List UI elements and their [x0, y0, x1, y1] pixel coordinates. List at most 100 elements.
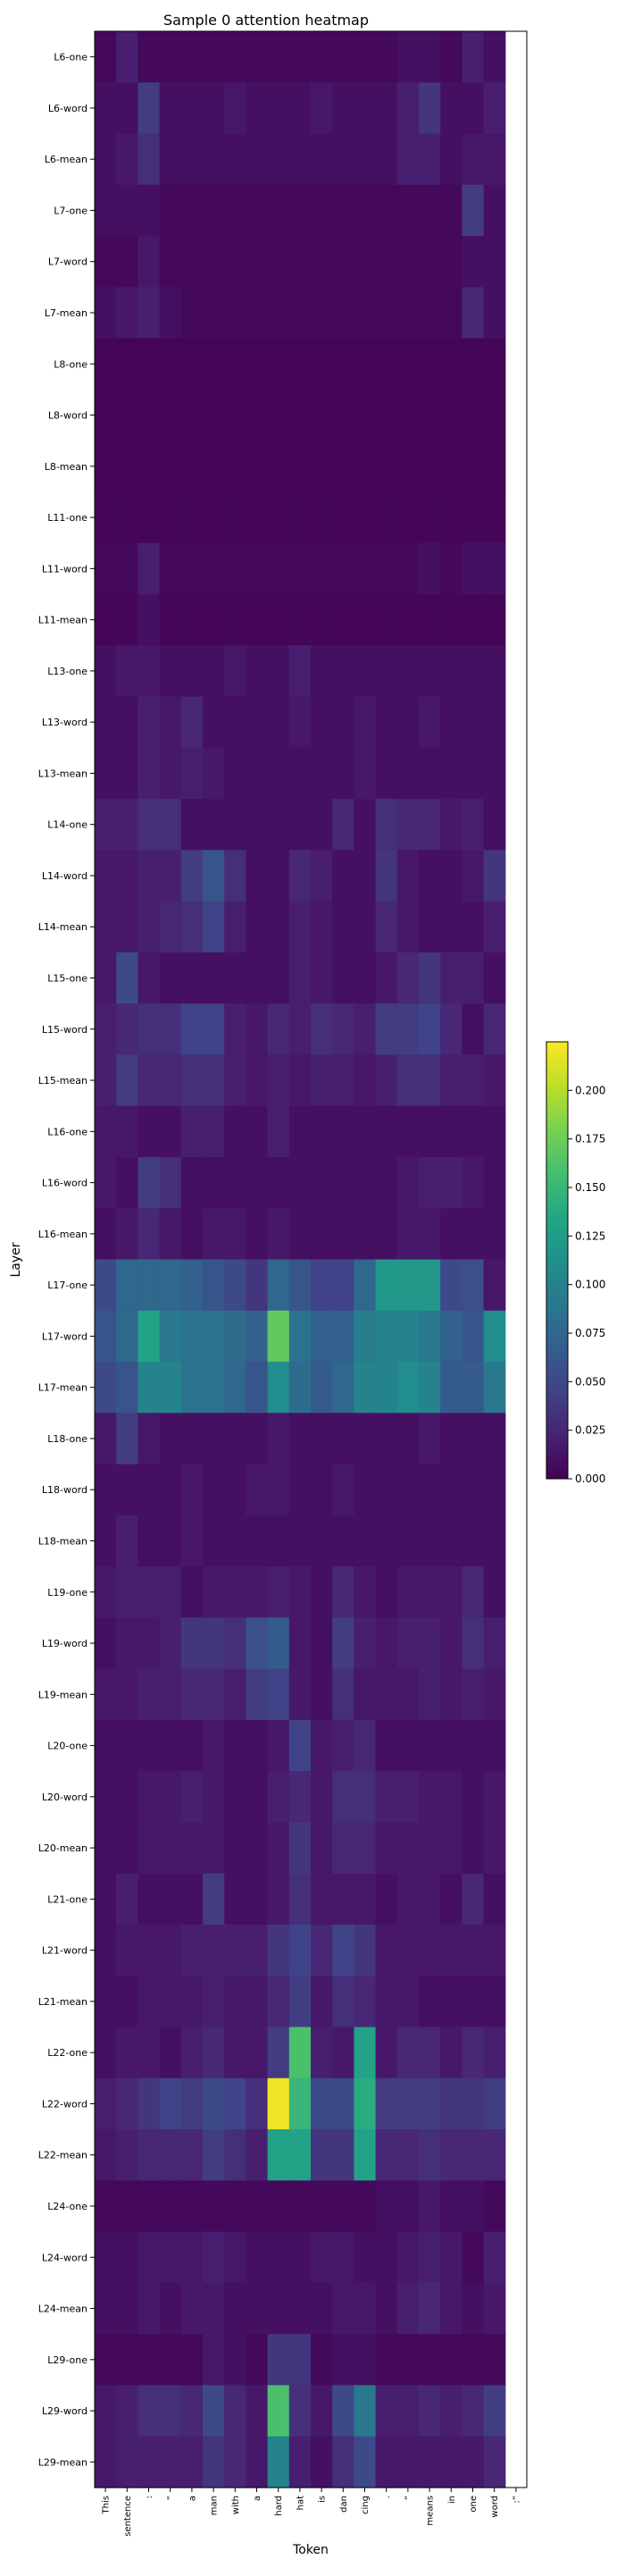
heatmap-cell: [396, 542, 420, 595]
heatmap-cell: [224, 593, 246, 646]
heatmap-cell: [396, 696, 420, 749]
heatmap-cell: [332, 2282, 354, 2335]
heatmap-cell: [396, 1668, 420, 1721]
heatmap-cell: [462, 491, 485, 544]
heatmap-cell: [246, 696, 269, 749]
heatmap-cell: [138, 1515, 161, 1567]
heatmap-cell: [246, 287, 269, 340]
heatmap-cell: [224, 2282, 246, 2335]
heatmap-cell: [246, 2077, 269, 2130]
heatmap-cell: [419, 1566, 441, 1618]
heatmap-cell: [288, 1464, 312, 1516]
heatmap-cell: [375, 1156, 398, 1209]
heatmap-cell: [375, 236, 398, 288]
heatmap-cell: [288, 2282, 312, 2335]
plot-frame: [94, 30, 528, 2488]
heatmap-cell: [116, 2436, 138, 2488]
heatmap-cell: [180, 2231, 204, 2284]
heatmap-cell: [462, 2129, 485, 2181]
heatmap-cell: [288, 2231, 312, 2284]
heatmap-cell: [440, 389, 462, 441]
heatmap-cell: [332, 1208, 354, 1261]
heatmap-cell: [354, 1105, 377, 1158]
heatmap-cell: [332, 1822, 354, 1875]
heatmap-cell: [138, 1566, 161, 1618]
heatmap-cell: [483, 1362, 506, 1414]
heatmap-cell: [116, 287, 138, 340]
heatmap-cell: [288, 1362, 312, 1414]
heatmap-cell: [180, 1003, 204, 1056]
heatmap-cell: [332, 2129, 354, 2181]
heatmap-cell: [483, 2129, 506, 2181]
heatmap-cell: [375, 1771, 398, 1824]
heatmap-cell: [267, 31, 290, 83]
heatmap-cell: [95, 1105, 117, 1158]
heatmap-cell: [159, 1515, 182, 1567]
heatmap-cell: [159, 901, 182, 953]
y-tick-label: L19-word: [42, 1638, 88, 1649]
heatmap-cell: [354, 236, 377, 288]
heatmap-cells: [95, 31, 506, 2488]
heatmap-cell: [396, 1617, 420, 1670]
heatmap-cell: [311, 1617, 333, 1670]
heatmap-cell: [311, 952, 333, 1004]
heatmap-cell: [440, 593, 462, 646]
heatmap-cell: [375, 696, 398, 749]
heatmap-cell: [95, 1976, 117, 2028]
heatmap-cell: [440, 542, 462, 595]
heatmap-cell: [180, 696, 204, 749]
heatmap-cell: [95, 2026, 117, 2079]
heatmap-cell: [116, 1566, 138, 1618]
heatmap-cell: [267, 82, 290, 135]
heatmap-cell: [311, 338, 333, 390]
heatmap-cell: [224, 1156, 246, 1209]
heatmap-cell: [462, 2282, 485, 2335]
heatmap-cell: [332, 1925, 354, 1976]
heatmap-cell: [311, 1413, 333, 1465]
heatmap-cell: [354, 1822, 377, 1875]
heatmap-cell: [203, 2231, 225, 2284]
heatmap-cell: [116, 1668, 138, 1721]
heatmap-cell: [203, 593, 225, 646]
heatmap-cell: [483, 1208, 506, 1261]
heatmap-cell: [311, 184, 333, 237]
heatmap-cell: [203, 1873, 225, 1926]
heatmap-cell: [180, 184, 204, 237]
heatmap-cell: [159, 1413, 182, 1465]
heatmap-cell: [116, 1976, 138, 2028]
heatmap-cell: [396, 2077, 420, 2130]
heatmap-cell: [116, 901, 138, 953]
heatmap-cell: [224, 1822, 246, 1875]
heatmap-cell: [116, 1003, 138, 1056]
heatmap-cell: [203, 1771, 225, 1824]
heatmap-cell: [267, 1925, 290, 1976]
heatmap-cell: [462, 1617, 485, 1670]
heatmap-cell: [354, 1976, 377, 2028]
heatmap-cell: [440, 2231, 462, 2284]
y-axis-ticks: L6-one L6-word L6-mean L7-one L7-word L7-mean…: [38, 52, 95, 2468]
colorbar-ticks: 0.000 0.025 0.050 0.075 0.100 0.125 0.150 0.175…: [568, 1084, 605, 1485]
heatmap-cell: [462, 2231, 485, 2284]
heatmap-cell: [138, 1976, 161, 2028]
heatmap-cell: [159, 1873, 182, 1926]
heatmap-cell: [159, 1464, 182, 1516]
heatmap-cell: [332, 1156, 354, 1209]
heatmap-cell: [332, 287, 354, 340]
heatmap-cell: [483, 747, 506, 800]
heatmap-cell: [419, 1925, 441, 1976]
heatmap-cell: [332, 338, 354, 390]
heatmap-cell: [180, 1259, 204, 1312]
x-tick-label: cing: [361, 2496, 371, 2514]
heatmap-cell: [267, 2077, 290, 2130]
heatmap-cell: [419, 2077, 441, 2130]
heatmap-cell: [288, 338, 312, 390]
heatmap-cell: [396, 2282, 420, 2335]
heatmap-cell: [224, 1515, 246, 1567]
heatmap-cell: [311, 2180, 333, 2233]
heatmap-cell: [95, 1515, 117, 1567]
heatmap-cell: [354, 2129, 377, 2181]
heatmap-cell: [483, 184, 506, 237]
heatmap-cell: [396, 952, 420, 1004]
heatmap-cell: [159, 850, 182, 902]
heatmap-cell: [180, 799, 204, 851]
